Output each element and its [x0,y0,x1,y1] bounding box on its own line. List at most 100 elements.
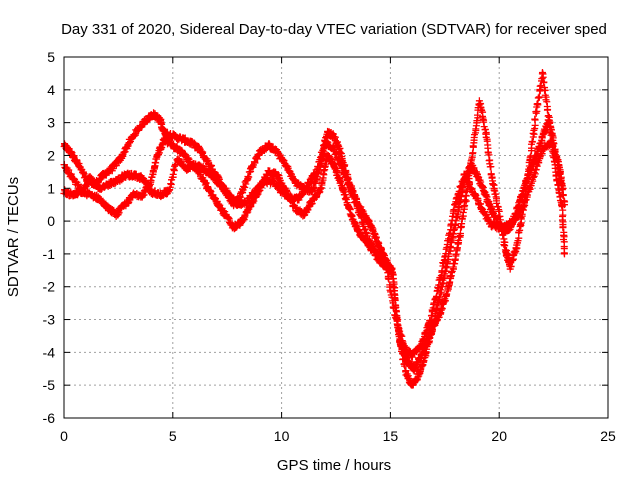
data-point [523,191,531,199]
data-point [387,288,395,296]
data-point [310,183,318,191]
data-point [320,167,328,175]
data-point [528,138,536,146]
data-point [560,201,568,209]
data-point [319,146,327,154]
data-point [520,197,528,205]
grid-lines [64,57,608,418]
x-tick-label: 5 [169,428,177,444]
y-axis-label: SDTVAR / TECUs [5,177,22,297]
x-tick-label: 0 [60,428,68,444]
data-point [125,198,133,206]
data-point [401,362,409,370]
data-point [533,162,541,170]
data-point [339,187,347,195]
data-point [559,224,567,232]
data-point [200,178,208,186]
data-point [430,299,438,307]
data-point [420,357,428,365]
data-point [402,343,410,351]
data-point [560,250,568,258]
data-point [559,191,567,199]
data-point [461,173,469,181]
y-tick-label: -2 [43,279,56,295]
y-tick-label: 3 [47,115,55,131]
data-point [535,93,543,101]
data-point [440,260,448,268]
y-tick-label: -1 [43,246,56,262]
data-point [379,254,387,262]
x-tick-label: 25 [600,428,616,444]
plot-frame [63,56,609,419]
data-point [389,303,397,311]
data-point [487,163,495,171]
data-point [536,82,544,90]
data-point [526,153,534,161]
data-series [60,113,566,389]
data-point [308,200,316,208]
y-tick-label: -4 [43,344,56,360]
data-point [446,229,454,237]
data-point [67,170,75,178]
data-point [457,182,465,190]
data-point [67,148,75,156]
data-point [147,177,155,185]
data-point [446,278,454,286]
y-tick-label: 2 [47,147,55,163]
data-point [552,152,560,160]
data-point [385,275,393,283]
data-point [240,183,248,191]
data-point [465,180,473,188]
data-point [489,180,497,188]
data-point [459,209,467,217]
data-point [453,213,461,221]
y-tick-label: 5 [47,49,55,65]
data-point [383,264,391,272]
data-point [337,160,345,168]
data-point [362,229,370,237]
data-point [330,146,338,154]
data-point [469,142,477,150]
data-point [455,187,463,195]
data-point [342,195,350,203]
data-point [443,290,451,298]
data-point [529,173,537,181]
data-point [493,199,501,207]
data-point [450,206,458,214]
data-point [224,213,232,221]
data-point [206,187,214,195]
y-tick-label: 0 [47,213,55,229]
chart-title: Day 331 of 2020, Sidereal Day-to-day VTE… [61,21,607,38]
data-point [319,142,327,150]
data-point [449,212,457,220]
data-point [531,116,539,124]
y-tick-label: -6 [43,410,56,426]
data-point [478,204,486,212]
x-tick-label: 10 [274,428,290,444]
data-point [456,230,464,238]
x-tick-label: 15 [383,428,399,444]
data-point [350,192,358,200]
data-point [547,126,555,134]
data-point [549,142,557,150]
data-point [538,134,546,142]
data-series [60,136,569,361]
data-point [245,173,253,181]
data-point [393,317,401,325]
data-point [171,162,179,170]
data-point [513,213,521,221]
data-point [390,304,398,312]
data-point [208,162,216,170]
data-point [501,242,509,250]
data-point [93,191,101,199]
x-axis-label: GPS time / hours [277,457,391,474]
data-point [251,159,259,167]
data-point [503,250,511,258]
y-tick-label: -5 [43,377,56,393]
data-point [419,337,427,345]
data-point [482,192,490,200]
data-point [438,267,446,275]
x-tick-label: 20 [491,428,507,444]
data-point [437,309,445,317]
